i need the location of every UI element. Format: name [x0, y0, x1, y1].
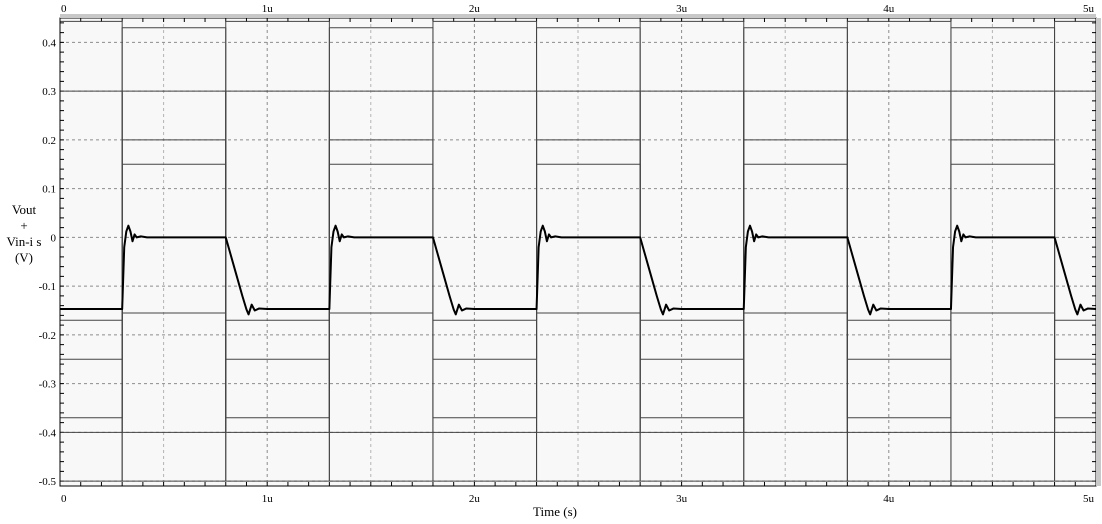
y-tick-label: -0.3 — [39, 379, 57, 391]
x-axis-title: Time (s) — [533, 504, 577, 519]
y-tick-label: -0.2 — [39, 330, 56, 342]
right-scrollbar[interactable] — [1096, 18, 1101, 486]
top-scrollbar[interactable] — [60, 14, 1096, 18]
y-tick-label: -0.4 — [39, 427, 57, 439]
x-tick-label-bottom: 4u — [883, 493, 895, 505]
x-tick-label-bottom: 1u — [262, 493, 274, 505]
y-tick-label: -0.5 — [39, 476, 57, 488]
y-tick-label: 0.4 — [42, 37, 56, 49]
y-tick-label: 0.3 — [42, 86, 56, 98]
x-tick-label-bottom: 0 — [61, 493, 67, 505]
x-tick-label-top: 3u — [676, 3, 688, 15]
x-tick-label-bottom: 2u — [469, 493, 481, 505]
x-tick-labels-top: 0 1u 2u 3u 4u 5u — [61, 3, 1095, 15]
vin-trace-line-6 — [60, 312, 1096, 321]
y-axis-title-line-1: Vout — [12, 202, 37, 217]
x-tick-label-top: 0 — [61, 3, 67, 15]
x-tick-label-top: 5u — [1083, 3, 1095, 15]
x-tick-label-bottom: 3u — [676, 493, 688, 505]
x-tick-label-bottom: 5u — [1083, 493, 1095, 505]
y-tick-label: 0.1 — [42, 184, 56, 196]
x-tick-labels-bottom: 0 1u 2u 3u 4u 5u — [61, 493, 1095, 505]
x-tick-label-top: 4u — [883, 3, 895, 15]
y-axis-title-line-3: Vin-i s — [7, 234, 42, 249]
y-tick-labels: 0.4 0.3 0.2 0.1 0 -0.1 -0.2 -0.3 -0.4 -0.5 — [39, 37, 57, 488]
y-tick-label: -0.1 — [39, 281, 56, 293]
vin-trace-line-5 — [60, 163, 1096, 360]
vout-trace-line — [60, 224, 1097, 316]
y-axis-title-line-4: (V) — [15, 250, 33, 265]
x-tick-label-top: 2u — [469, 3, 481, 15]
y-tick-label: 0.2 — [42, 135, 56, 147]
y-tick-label: 0 — [51, 232, 57, 244]
series-layer — [60, 20, 1097, 482]
y-axis-title: Vout + Vin-i s (V) — [7, 202, 42, 265]
x-tick-label-top: 1u — [262, 3, 274, 15]
y-axis-title-line-2: + — [20, 218, 27, 233]
